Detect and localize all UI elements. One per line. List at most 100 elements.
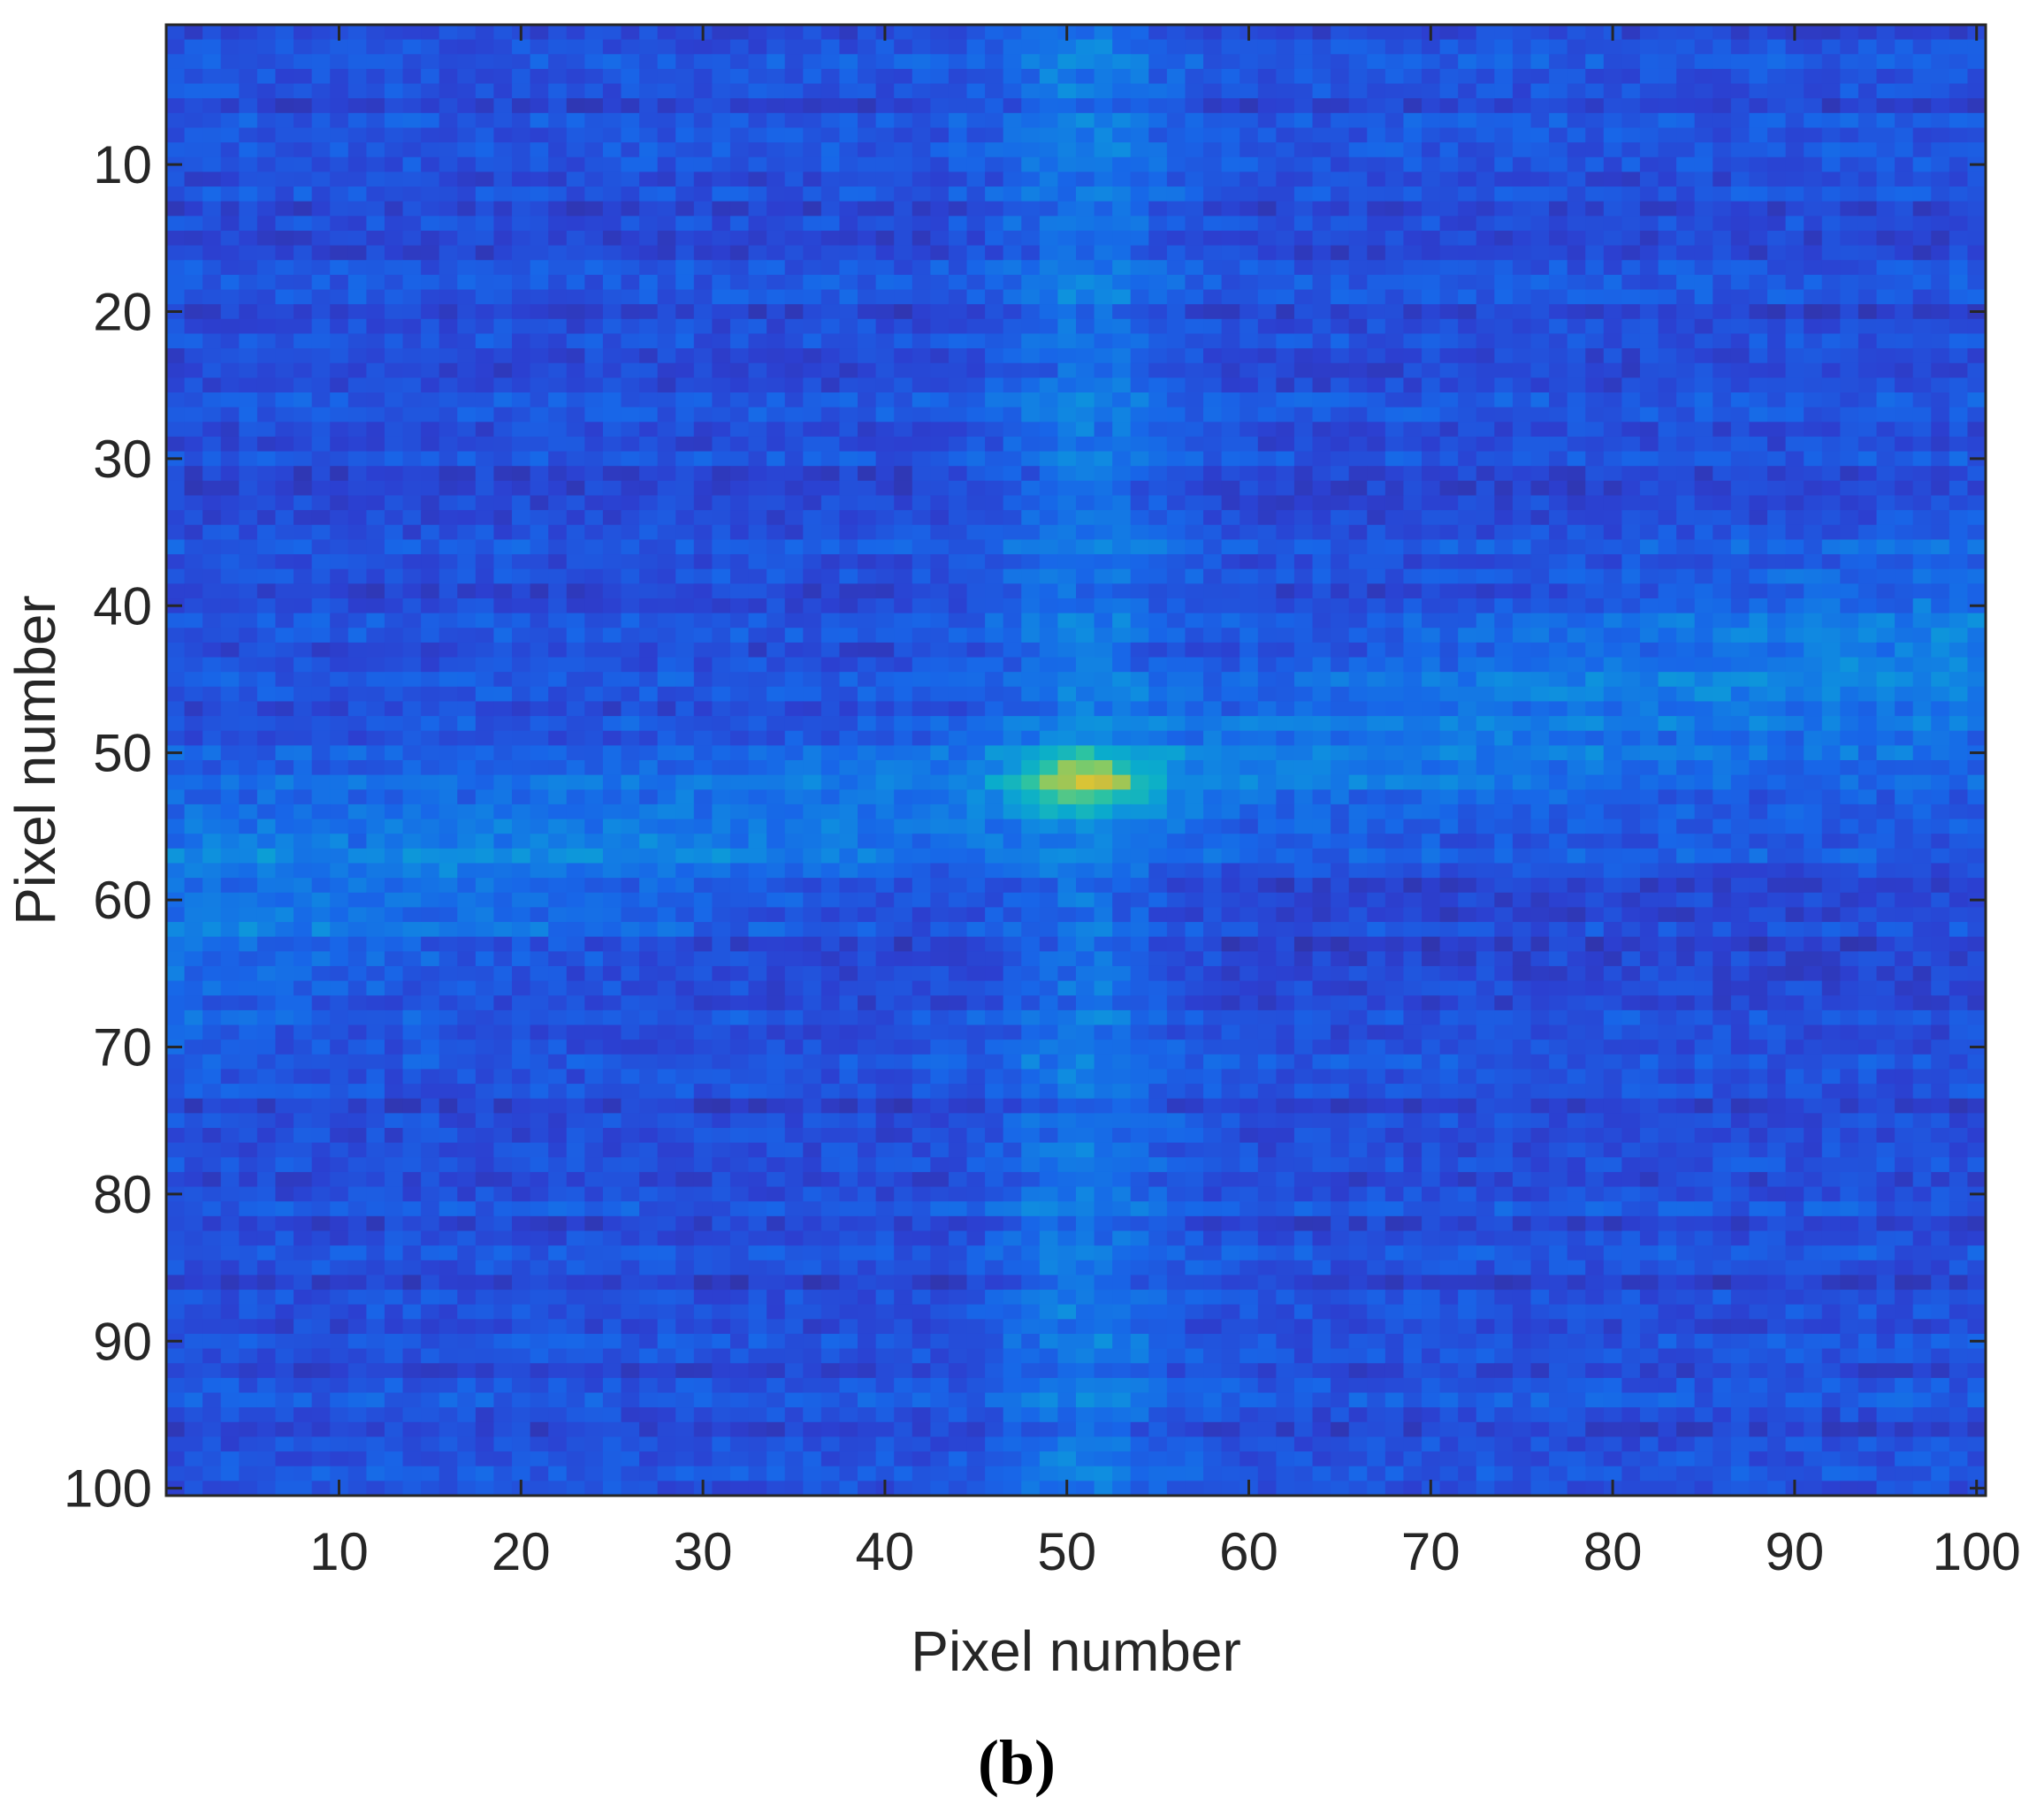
heatmap-cell (839, 260, 858, 276)
heatmap-cell (675, 216, 695, 232)
heatmap-cell (930, 318, 950, 335)
heatmap-cell (1384, 657, 1405, 673)
heatmap-cell (1821, 672, 1841, 688)
heatmap-cell (1549, 245, 1568, 261)
heatmap-cell (1512, 98, 1532, 114)
heatmap-cell (1549, 436, 1568, 453)
heatmap-cell (1257, 510, 1277, 526)
heatmap-cell (1549, 318, 1568, 335)
heatmap-cell (966, 112, 986, 129)
heatmap-cell (1912, 25, 1932, 41)
heatmap-cell (366, 436, 385, 453)
heatmap-cell (1840, 83, 1859, 99)
heatmap-cell (912, 187, 931, 202)
heatmap-cell (1621, 304, 1641, 320)
heatmap-cell (1749, 672, 1768, 688)
heatmap-cell (1476, 187, 1495, 202)
heatmap-cell (1384, 142, 1405, 158)
heatmap-cell (1148, 598, 1168, 614)
heatmap-cell (1476, 716, 1495, 732)
heatmap-cell (1730, 289, 1751, 305)
heatmap-cell (1439, 201, 1459, 217)
heatmap-cell (985, 539, 1004, 555)
heatmap-cell (530, 436, 549, 453)
heatmap-cell (166, 68, 186, 85)
heatmap-cell (839, 377, 858, 393)
heatmap-cell (820, 730, 841, 746)
heatmap-cell (311, 83, 331, 99)
heatmap-cell (712, 68, 731, 85)
heatmap-cell (1094, 657, 1113, 673)
heatmap-cell (202, 127, 222, 143)
heatmap-cell (875, 466, 895, 482)
heatmap-cell (475, 716, 495, 732)
heatmap-cell (1240, 451, 1259, 467)
heatmap-cell (475, 730, 495, 746)
heatmap-cell (1730, 672, 1751, 688)
heatmap-cell (220, 274, 240, 291)
heatmap-cell (1603, 524, 1622, 540)
heatmap-cell (512, 495, 531, 511)
heatmap-cell (220, 83, 240, 99)
heatmap-cell (530, 230, 549, 247)
heatmap-cell (330, 304, 349, 320)
heatmap-cell (1658, 628, 1677, 643)
heatmap-cell (1348, 598, 1368, 614)
heatmap-cell (1257, 686, 1277, 703)
heatmap-cell (1312, 289, 1331, 305)
heatmap-cell (1767, 407, 1787, 423)
heatmap-cell (1422, 524, 1441, 540)
heatmap-cell (366, 142, 385, 158)
heatmap-cell (1530, 524, 1550, 540)
heatmap-cell (1293, 745, 1314, 761)
heatmap-cell (1530, 436, 1550, 453)
heatmap-cell (1967, 672, 1987, 688)
heatmap-cell (729, 54, 750, 70)
heatmap-cell (803, 495, 822, 511)
heatmap-cell (1694, 318, 1713, 335)
heatmap-cell (966, 39, 986, 55)
heatmap-cell (966, 657, 986, 673)
heatmap-cell (803, 348, 822, 364)
heatmap-cell (1785, 98, 1804, 114)
heatmap-cell (1331, 39, 1350, 55)
heatmap-cell (1585, 745, 1605, 761)
heatmap-cell (202, 260, 222, 276)
heatmap-cell (584, 245, 604, 261)
heatmap-cell (1549, 142, 1568, 158)
heatmap-cell (566, 539, 585, 555)
heatmap-cell (1403, 466, 1423, 482)
heatmap-cell (1039, 436, 1059, 453)
heatmap-cell (548, 39, 568, 55)
heatmap-cell (566, 68, 585, 85)
heatmap-cell (803, 392, 822, 408)
heatmap-cell (366, 613, 385, 628)
heatmap-cell (1895, 628, 1914, 643)
heatmap-cell (1821, 628, 1841, 643)
heatmap-cell (1603, 642, 1622, 659)
heatmap-cell (1840, 730, 1859, 746)
heatmap-cell (1876, 583, 1896, 599)
heatmap-cell (1804, 657, 1823, 673)
heatmap-cell (1876, 495, 1896, 511)
heatmap-cell (748, 171, 767, 187)
heatmap-cell (1203, 672, 1223, 688)
heatmap-cell (1057, 745, 1077, 761)
heatmap-cell (1603, 701, 1622, 717)
heatmap-cell (275, 83, 294, 99)
heatmap-cell (1876, 68, 1896, 85)
heatmap-cell (1658, 171, 1677, 187)
heatmap-cell (493, 201, 513, 217)
heatmap-cell (748, 304, 767, 320)
heatmap-cell (1530, 348, 1550, 364)
heatmap-cell (657, 495, 676, 511)
heatmap-cell (1549, 554, 1568, 570)
heatmap-cell (675, 568, 695, 584)
heatmap-cell (566, 98, 585, 114)
heatmap-cell (1694, 25, 1713, 41)
heatmap-cell (894, 451, 913, 467)
heatmap-cell (311, 568, 331, 584)
heatmap-cell (384, 245, 404, 261)
heatmap-cell (1694, 245, 1713, 261)
heatmap-cell (1458, 333, 1477, 349)
